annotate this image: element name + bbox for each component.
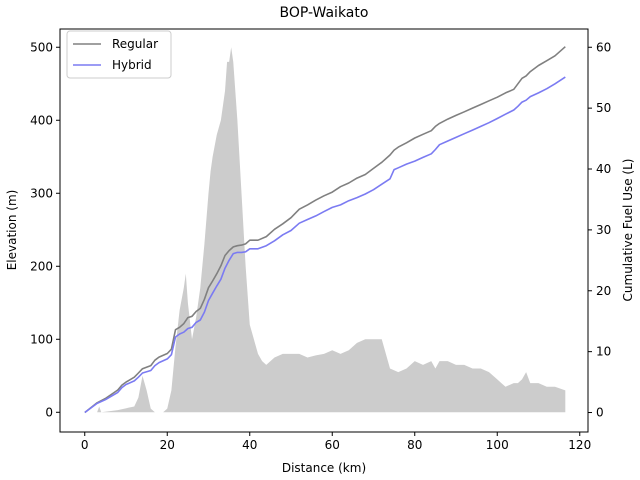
legend-label-hybrid: Hybrid: [112, 58, 152, 72]
elevation-area: [84, 47, 566, 413]
x-tick-label: 60: [325, 438, 340, 452]
x-tick-label: 20: [160, 438, 175, 452]
plot-area: [84, 46, 566, 414]
y-axis-label: Elevation (m): [5, 190, 19, 271]
x-axis-label: Distance (km): [282, 461, 366, 475]
y2-tick-label: 50: [596, 101, 611, 115]
y2-tick-label: 40: [596, 162, 611, 176]
x-tick-label: 100: [486, 438, 509, 452]
series-line-hybrid: [84, 76, 566, 414]
x-tick-label: 0: [81, 438, 89, 452]
x-axis: 0 20 40 60 80 100 120: [81, 432, 591, 452]
x-tick-label: 40: [242, 438, 257, 452]
legend: Regular Hybrid: [66, 30, 172, 79]
y2-tick-label: 0: [596, 406, 604, 420]
x-tick-label: 120: [568, 438, 591, 452]
y-tick-label: 300: [30, 186, 53, 200]
x-tick-label: 80: [407, 438, 422, 452]
y2-tick-label: 60: [596, 40, 611, 54]
y-axis-right: 0 10 20 30 40 50 60: [588, 40, 611, 420]
y2-tick-label: 20: [596, 284, 611, 298]
y-tick-label: 200: [30, 259, 53, 273]
y-tick-label: 500: [30, 40, 53, 54]
legend-label-regular: Regular: [112, 37, 158, 51]
series-line-regular: [84, 46, 566, 414]
plot-frame: [59, 28, 589, 433]
y-tick-label: 400: [30, 113, 53, 127]
y2-axis-label: Cumulative Fuel Use (L): [621, 159, 635, 302]
y-axis-left: 0 100 200 300 400 500: [30, 40, 60, 419]
y-tick-label: 100: [30, 332, 53, 346]
legend-box: [66, 30, 172, 79]
chart-title: BOP-Waikato: [280, 5, 369, 21]
y2-tick-label: 30: [596, 223, 611, 237]
y2-tick-label: 10: [596, 345, 611, 359]
y-tick-label: 0: [45, 405, 53, 419]
